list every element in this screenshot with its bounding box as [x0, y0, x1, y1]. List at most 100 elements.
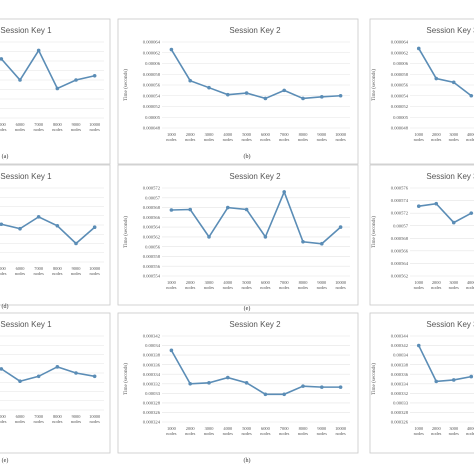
x-tick-label: 1000 nodes [414, 426, 425, 436]
data-point [169, 348, 174, 353]
y-tick-label: 0.000054 [391, 93, 409, 98]
y-tick-label: 0.000564 [391, 261, 409, 266]
x-tick-label: 8000 nodes [52, 122, 63, 132]
y-tick-label: 0.00005 [145, 115, 161, 120]
panel-frame [117, 18, 359, 165]
y-tick-label: 0.000048 [391, 126, 409, 131]
data-point [0, 222, 4, 227]
series-line [171, 189, 342, 245]
x-tick-label: 7000 nodes [34, 266, 45, 276]
y-tick-label: 0.000572 [143, 186, 161, 191]
y-tick-label: 0.000334 [143, 372, 161, 377]
x-tick-label: 7000 nodes [34, 414, 45, 424]
y-tick-label: 0.00056 [145, 244, 161, 249]
series-line [0, 365, 95, 383]
x-tick-label: 2000 nodes [185, 132, 196, 142]
data-point [451, 378, 456, 382]
data-point [0, 367, 4, 371]
x-tick-label: 2000 nodes [185, 426, 196, 436]
data-point [301, 96, 305, 101]
data-point [434, 379, 439, 384]
data-point [36, 374, 41, 379]
data-point [207, 235, 211, 239]
x-tick-label: 8000 nodes [52, 414, 63, 424]
x-tick-label: 3000 nodes [449, 280, 460, 290]
data-point [301, 239, 305, 244]
series-line [170, 349, 341, 396]
data-point [282, 190, 287, 194]
x-tick-label: 7000 nodes [279, 426, 290, 436]
chart-title: Session Key 1 [0, 320, 52, 329]
y-tick-label: 0.000062 [143, 50, 161, 55]
subfigure-label: (a) [2, 153, 9, 160]
series-line [418, 48, 472, 97]
x-tick-label: 10000 nodes [89, 266, 101, 276]
x-tick-label: 2000 nodes [431, 426, 442, 436]
data-point [18, 226, 22, 231]
x-tick-label: 2000 nodes [431, 280, 442, 290]
subfigure-label: (d) [2, 303, 9, 310]
y-tick-label: 0.000556 [143, 264, 161, 269]
x-tick-label: 2000 nodes [185, 280, 196, 290]
data-point [434, 201, 439, 206]
y-tick-label: 0.00033 [145, 391, 161, 396]
y-tick-label: 0.000576 [391, 186, 409, 191]
x-tick-label: 10000 nodes [335, 280, 347, 290]
data-point [244, 207, 249, 212]
data-point [226, 92, 230, 97]
data-point [451, 80, 456, 85]
chart-title: Session Key 1 [0, 172, 52, 181]
x-tick-label: 9000 nodes [317, 426, 328, 436]
x-tick-label: 7000 nodes [279, 132, 290, 142]
subfigure-label: (e) [244, 305, 251, 312]
chart-title: Session Key 3 [426, 172, 474, 181]
y-tick-label: 0.000048 [143, 126, 161, 131]
y-tick-label: 0.000338 [391, 362, 409, 367]
x-tick-label: 10000 nodes [89, 122, 101, 132]
data-point [338, 385, 343, 389]
data-point [188, 207, 192, 212]
x-tick-label: 1000 nodes [166, 132, 177, 142]
data-point [169, 208, 174, 212]
x-tick-label: 9000 nodes [71, 122, 82, 132]
x-tick-label: 8000 nodes [298, 132, 309, 142]
chart-panel-e: Session Key 2 0.000572 0.00057 0.000568 0.00… [117, 164, 359, 312]
x-tick-label: 10000 nodes [335, 426, 347, 436]
series-line [1, 215, 96, 245]
data-point [207, 381, 211, 385]
x-tick-label: 3000 nodes [204, 132, 215, 142]
data-point [169, 47, 174, 52]
x-tick-label: 10000 nodes [89, 414, 101, 424]
data-point [207, 85, 211, 90]
y-tick-label: 0.000328 [143, 400, 161, 405]
y-tick-label: 0.000056 [143, 83, 161, 88]
data-point [416, 46, 421, 51]
y-tick-label: 0.000052 [143, 104, 161, 109]
data-point [92, 225, 97, 230]
x-tick-label: 9000 nodes [317, 132, 328, 142]
y-axis-label: Time (seconds) [122, 69, 129, 101]
data-point [301, 384, 305, 388]
y-tick-label: 0.00034 [393, 353, 409, 358]
y-tick-label: 0.000562 [143, 234, 161, 239]
data-point [92, 73, 97, 78]
y-tick-label: 0.000342 [391, 343, 409, 348]
y-tick-label: 0.000554 [143, 274, 161, 279]
x-tick-label: 1000 nodes [166, 280, 177, 290]
x-tick-label: 3000 nodes [449, 426, 460, 436]
y-tick-label: 0.00005 [393, 115, 409, 120]
data-point [469, 374, 474, 379]
y-tick-label: 0.000342 [143, 334, 161, 339]
data-point [55, 365, 60, 369]
y-axis-label: Time (seconds) [122, 216, 129, 248]
data-point [282, 88, 287, 93]
y-tick-label: 0.000566 [391, 248, 409, 253]
subfigure-label: (b) [244, 153, 251, 160]
